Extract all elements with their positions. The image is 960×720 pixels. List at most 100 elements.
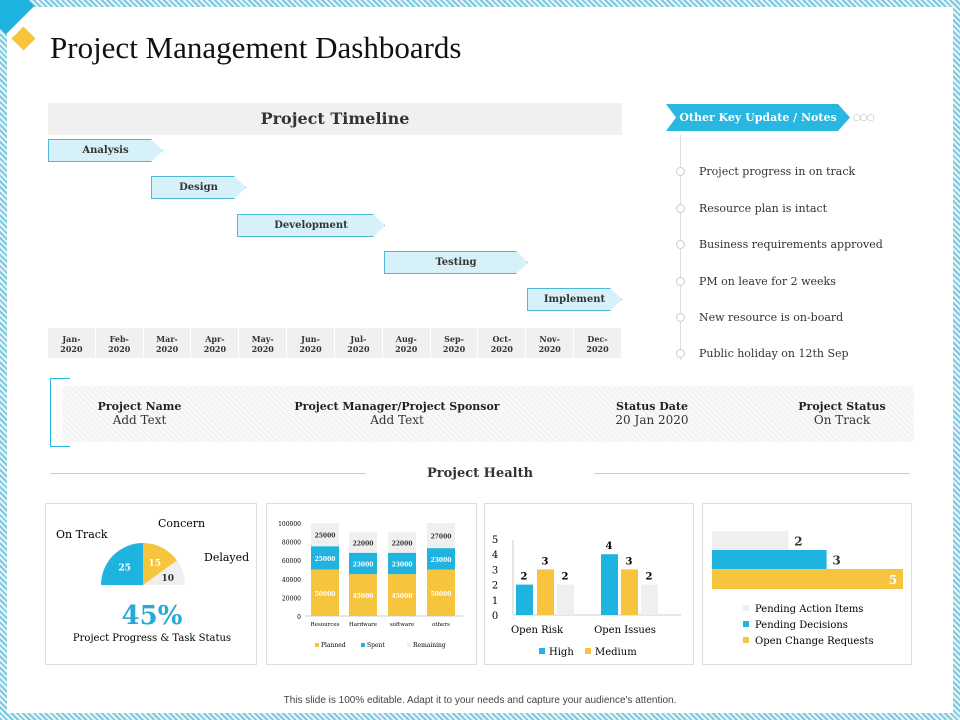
data-label: 3	[626, 556, 633, 567]
legend-swatch	[585, 648, 591, 654]
legend-swatch	[743, 621, 749, 627]
data-label: 2	[521, 572, 528, 583]
legend-label: Open Change Requests	[755, 636, 874, 647]
timeline-title: Project Timeline	[48, 103, 622, 135]
project-manager: Project Manager/Project Sponsor Add Text	[292, 400, 502, 427]
task-design: Design	[151, 176, 246, 199]
y-tick-label: 100000	[278, 521, 301, 528]
y-tick-label: 20000	[282, 595, 301, 602]
y-tick-label: 1	[492, 596, 498, 607]
legend-label: Pending Decisions	[755, 620, 848, 631]
bar-segment	[311, 546, 339, 570]
data-label: 3	[832, 554, 840, 568]
requests-panel: 2 Pending Action Items 3 Pending Decisions 5…	[702, 503, 912, 665]
y-tick-label: 4	[492, 550, 498, 561]
label-delayed: Delayed	[204, 551, 249, 564]
task-testing: Testing	[384, 251, 528, 274]
x-tick-label: Open Issues	[594, 625, 656, 636]
bullet-icon	[676, 349, 685, 358]
divider-left	[50, 473, 366, 474]
data-label: 27000	[431, 534, 452, 541]
legend-swatch	[743, 637, 749, 643]
x-tick-label: Hardware	[349, 622, 377, 628]
data-label: 25000	[315, 533, 336, 540]
bar-segment	[311, 523, 339, 547]
y-tick-label: 80000	[282, 540, 301, 547]
x-tick-label: Resources	[311, 622, 340, 628]
gauge-slice	[143, 543, 177, 585]
legend-swatch	[361, 643, 365, 647]
month-label: Mar- 2020	[144, 328, 192, 358]
bar-segment	[388, 574, 416, 616]
note-item: Business requirements approved	[676, 238, 883, 251]
note-item: Resource plan is intact	[676, 202, 827, 215]
y-tick-label: 0	[297, 614, 301, 621]
bar-segment	[311, 569, 339, 616]
bar	[641, 584, 658, 615]
project-info-bar: Project Name Add Text Project Manager/Pro…	[62, 386, 914, 442]
task-development: Development	[237, 214, 385, 237]
month-label: Sep- 2020	[431, 328, 479, 358]
data-label: 50000	[315, 591, 336, 598]
data-label: 25000	[315, 556, 336, 563]
bar-segment	[427, 548, 455, 570]
bar	[516, 584, 533, 615]
data-label: 23000	[431, 557, 452, 564]
bullet-icon	[676, 240, 685, 249]
legend-label: Medium	[595, 647, 637, 658]
data-label: 2	[562, 572, 569, 583]
project-status: Project Status On Track	[782, 400, 902, 427]
month-axis: Jan- 2020 Feb- 2020 Mar- 2020 Apr- 2020 May-…	[48, 328, 622, 358]
legend-swatch	[407, 643, 411, 647]
divider-right	[594, 473, 910, 474]
bar-segment	[349, 532, 377, 553]
month-label: Aug- 2020	[383, 328, 431, 358]
data-label: 50000	[431, 591, 452, 598]
bar	[557, 584, 574, 615]
bullet-icon	[676, 204, 685, 213]
data-label: 4	[606, 541, 613, 552]
legend-label: Planned	[321, 642, 346, 649]
y-tick-label: 40000	[282, 577, 301, 584]
dots-decoration: ○○○	[853, 113, 875, 123]
task-analysis: Analysis	[48, 139, 163, 162]
label-concern: Concern	[158, 517, 205, 530]
label: Project Status	[798, 400, 886, 413]
progress-percent: 45%	[122, 601, 183, 631]
bar-segment	[427, 569, 455, 616]
health-title: Project Health	[426, 466, 534, 481]
bullet-icon	[676, 277, 685, 286]
legend-swatch	[743, 605, 749, 611]
legend-label: High	[549, 647, 574, 658]
bar	[601, 554, 618, 615]
gauge-value: 15	[149, 559, 162, 569]
note-text: Resource plan is intact	[699, 202, 828, 215]
value: Add Text	[370, 413, 424, 427]
month-label: May- 2020	[239, 328, 288, 358]
footer-text: This slide is 100% editable. Adapt it to…	[283, 695, 677, 706]
bar	[621, 569, 638, 615]
label: Status Date	[616, 400, 688, 413]
y-tick-label: 3	[492, 565, 498, 576]
data-label: 23000	[392, 561, 413, 568]
x-tick-label: others	[432, 622, 450, 628]
month-label: Apr- 2020	[191, 328, 240, 358]
x-tick-label: software	[390, 622, 414, 628]
data-label: 22000	[353, 541, 374, 548]
legend-label: Pending Action Items	[755, 604, 863, 615]
month-label: Oct- 2020	[478, 328, 527, 358]
note-text: Business requirements approved	[699, 238, 883, 251]
bar	[712, 550, 827, 569]
note-text: New resource is on-board	[699, 311, 844, 324]
gauge-slice	[101, 543, 143, 585]
data-label: 45000	[392, 593, 413, 600]
month-label: Dec- 2020	[574, 328, 622, 358]
label-on-track: On Track	[56, 528, 108, 541]
gauge-value: 25	[118, 564, 131, 574]
budget-panel: 0 20000 40000 60000 80000 100000 50000 25000 250…	[266, 503, 477, 665]
value: 20 Jan 2020	[615, 413, 689, 427]
bar-segment	[349, 552, 377, 575]
note-text: PM on leave for 2 weeks	[699, 275, 836, 288]
y-tick-label: 0	[492, 611, 498, 622]
bar-segment	[349, 574, 377, 616]
